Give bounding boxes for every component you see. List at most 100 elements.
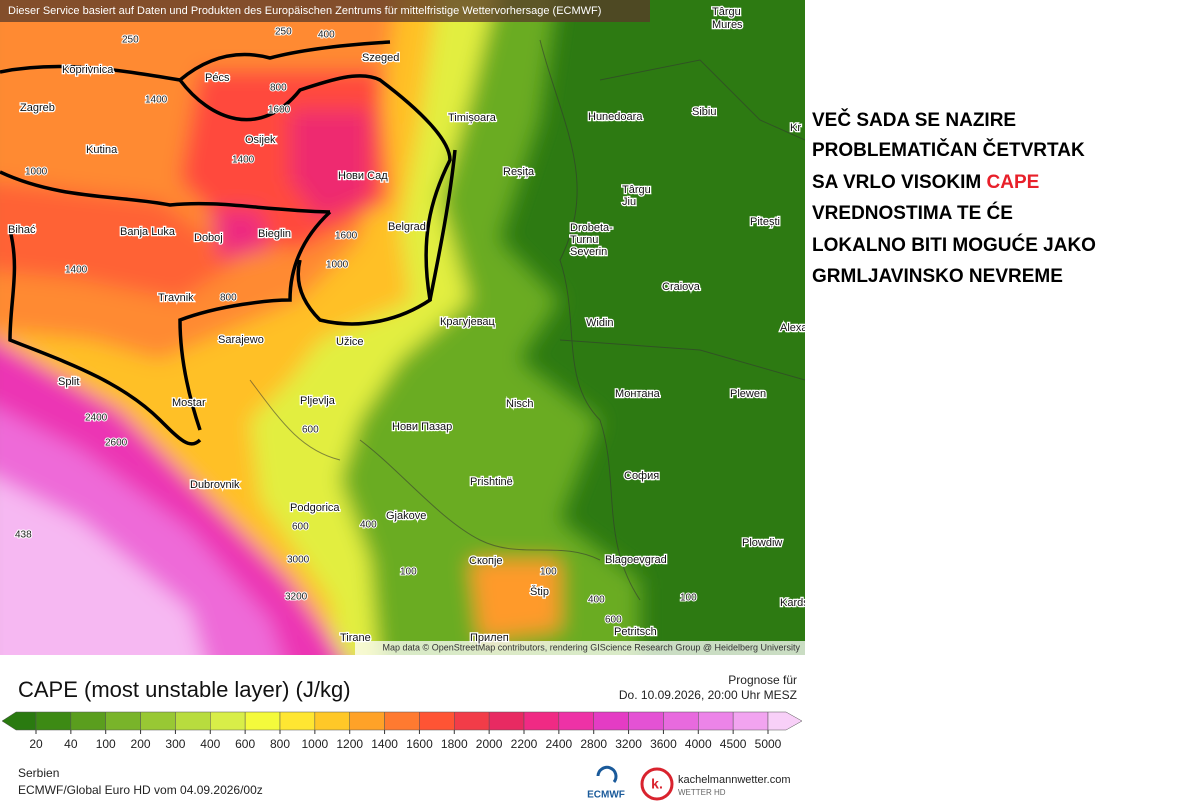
- colorbar-segment: [558, 711, 594, 731]
- city-label: Скопје: [469, 555, 503, 567]
- colorbar-label: 2400: [546, 737, 573, 751]
- city-label: Pitești: [750, 216, 780, 228]
- city-label: Plewen: [730, 388, 766, 400]
- city-label: Podgorica: [290, 502, 340, 514]
- colorbar-label: 1800: [441, 737, 468, 751]
- annotation-line: SA VRLO VISOKIM CAPE: [812, 172, 1039, 193]
- colorbar-segment: [210, 711, 246, 731]
- colorbar-segment: [70, 711, 106, 731]
- contour-label: 438: [15, 530, 32, 541]
- brand-name: kachelmannwetter.com: [678, 774, 791, 786]
- contour-label: 400: [360, 520, 377, 531]
- city-label: Štip: [530, 585, 549, 598]
- contour-label: 400: [588, 595, 605, 606]
- contour-label: 100: [400, 567, 417, 578]
- colorbar-label: 1200: [336, 737, 363, 751]
- city-label: Alexand: [780, 322, 820, 334]
- colorbar-segment: [279, 711, 316, 731]
- ecmwf-text: ECMWF: [587, 790, 625, 801]
- colorbar-segment: [628, 711, 664, 731]
- city-label: Koprivnica: [62, 64, 114, 76]
- colorbar-label: 20: [29, 737, 43, 751]
- colorbar-label: 1400: [371, 737, 398, 751]
- borders: [0, 40, 457, 446]
- city-label: Kutina: [86, 144, 118, 156]
- city-label: Крагујевац: [440, 316, 496, 328]
- city-label: Gjakove: [386, 510, 426, 522]
- city-label: София: [624, 470, 659, 482]
- city-label: Târgu: [622, 184, 651, 196]
- colorbar-segment: [523, 711, 560, 731]
- colorbar-segment: [698, 711, 734, 731]
- colorbar-label: 300: [165, 737, 185, 751]
- annotation-line: PROBLEMATIČAN ČETVRTAK: [812, 139, 1085, 161]
- city-label: Tirane: [340, 632, 371, 644]
- contour-label: 250: [275, 27, 292, 38]
- colorbar-label: 2000: [476, 737, 503, 751]
- colorbar-label: 3600: [650, 737, 677, 751]
- city-label: Pécs: [205, 72, 230, 84]
- contour-label: 1400: [145, 95, 168, 106]
- city-label: Blagoevgrad: [605, 554, 667, 566]
- city-label: Hunedoara: [588, 111, 643, 123]
- contour-label: 2400: [85, 413, 108, 424]
- contour-label: 600: [292, 522, 309, 533]
- city-label: Pljevlja: [300, 395, 336, 407]
- city-label: Sibiu: [692, 106, 716, 118]
- city-label: Užice: [336, 336, 364, 348]
- city-label: Severin: [570, 246, 607, 258]
- map-header: Dieser Service basiert auf Daten und Pro…: [8, 5, 601, 17]
- annotation-line: GRMLJAVINSKO NEVREME: [812, 266, 1063, 287]
- city-label: Prishtinë: [470, 476, 513, 488]
- city-label: Belgrad: [388, 221, 426, 233]
- city-label: Split: [58, 376, 79, 388]
- model-run: ECMWF/Global Euro HD vom 04.09.2026/00z: [18, 783, 263, 797]
- forecast-time: Do. 10.09.2026, 20:00 Uhr MESZ: [619, 688, 797, 702]
- city-label: Bihać: [8, 224, 36, 236]
- colorbar-label: 600: [235, 737, 255, 751]
- city-label: Travnik: [158, 292, 194, 304]
- legend-title: CAPE (most unstable layer) (J/kg): [18, 677, 351, 702]
- colorbar-segment: [140, 711, 176, 731]
- brand-logo: k. kachelmannwetter.com WETTER HD: [640, 767, 791, 801]
- colorbar-segment: [419, 711, 455, 731]
- city-label: Osijek: [245, 134, 276, 146]
- contour-label: 800: [220, 293, 237, 304]
- ecmwf-logo: ECMWF: [587, 765, 625, 801]
- city-label: Dubrovnik: [190, 479, 240, 491]
- contour-label: 1400: [232, 155, 255, 166]
- colorbar-segment: [1, 711, 37, 731]
- contour-label: 1600: [335, 231, 358, 242]
- contour-label: 1600: [268, 105, 291, 116]
- annotation-highlight: CAPE: [987, 172, 1040, 193]
- city-label: Kr: [790, 122, 801, 134]
- city-label: Craiova: [662, 281, 701, 293]
- city-label: Sarajewo: [218, 334, 264, 346]
- colorbar-label: 2200: [511, 737, 538, 751]
- colorbar-label: 400: [200, 737, 220, 751]
- city-label: Timișoara: [448, 112, 497, 124]
- colorbar-label: 1600: [406, 737, 433, 751]
- contour-label: 1400: [65, 265, 88, 276]
- colorbar: 20 40 100 200 300 400 600 800 1000 1200 1400 1600 18…: [1, 711, 803, 751]
- region: Serbien: [18, 766, 59, 780]
- colorbar-label: 5000: [755, 737, 782, 751]
- annotation-line: VREDNOSTIMA TE ĆE: [812, 202, 1013, 224]
- map: Dieser Service basiert auf Daten und Pro…: [0, 0, 820, 655]
- city-label: Mostar: [172, 397, 206, 409]
- contour-label: 100: [680, 593, 697, 604]
- colorbar-label: 40: [64, 737, 78, 751]
- city-label: Banja Luka: [120, 226, 176, 238]
- contour-label: 100: [540, 567, 557, 578]
- city-label: Petritsch: [614, 626, 657, 638]
- colorbar-segment: [663, 711, 699, 731]
- city-label: Szeged: [362, 52, 399, 64]
- colorbar-segment: [488, 711, 525, 731]
- colorbar-segment: [593, 711, 629, 731]
- colorbar-segment: [349, 711, 385, 731]
- city-label: Kardsc: [780, 597, 815, 609]
- colorbar-segment: [732, 711, 769, 731]
- admin-borders: [249, 39, 805, 601]
